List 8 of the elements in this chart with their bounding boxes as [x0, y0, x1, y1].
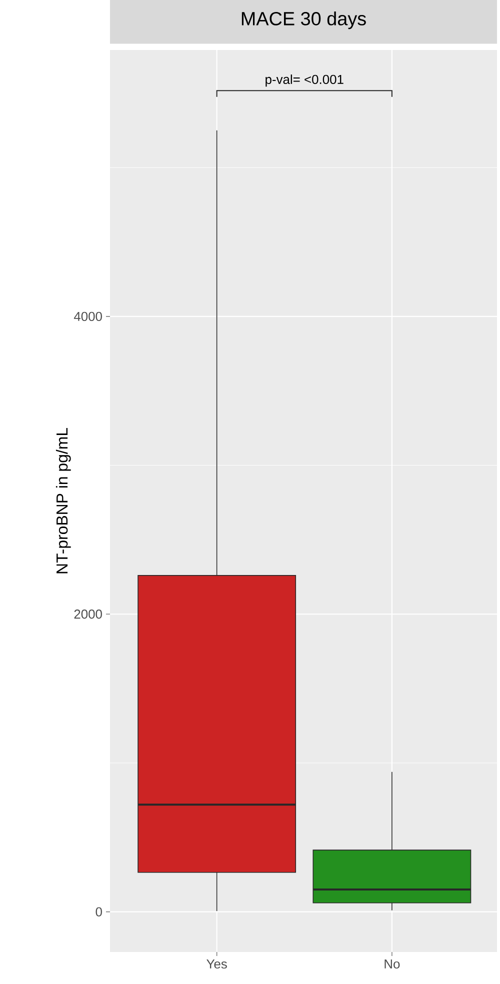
y-tick-label: 2000: [74, 610, 102, 619]
x-tick-label: No: [384, 960, 400, 969]
x-tick-label: Yes: [206, 960, 227, 969]
y-tick-label: 0: [96, 907, 102, 916]
y-tick-label: 4000: [74, 312, 102, 322]
annotation: p-val= <0.001: [266, 74, 344, 87]
chart-title: MACE 30 days: [242, 11, 366, 30]
y-axis-title: NT-proBNP in pg/mL: [56, 428, 71, 574]
